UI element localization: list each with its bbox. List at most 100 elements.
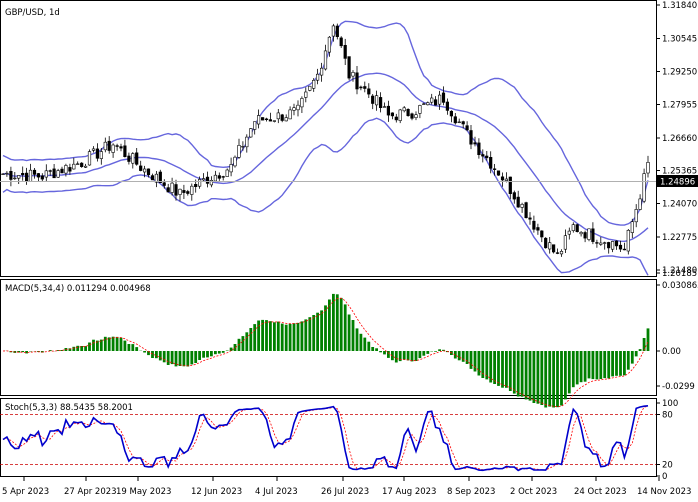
candle-body bbox=[635, 209, 638, 221]
candle-body bbox=[544, 238, 547, 248]
candle-body bbox=[521, 204, 524, 207]
candle-body bbox=[143, 169, 146, 172]
candle-body bbox=[647, 162, 650, 173]
stoch-tick-label: 20 bbox=[662, 461, 673, 471]
date-tick-label: 8 Sep 2023 bbox=[447, 487, 495, 497]
candle-body bbox=[619, 245, 622, 249]
candle-body bbox=[607, 242, 610, 248]
date-tick-label: 2 Oct 2023 bbox=[510, 487, 557, 497]
macd-bar bbox=[438, 349, 441, 351]
candle-body bbox=[493, 169, 496, 170]
candle-body bbox=[533, 221, 536, 229]
candle-body bbox=[572, 225, 575, 231]
macd-histogram bbox=[6, 294, 650, 408]
candle-body bbox=[383, 107, 386, 108]
macd-bar bbox=[611, 351, 614, 376]
macd-bar bbox=[521, 351, 524, 397]
candle-body bbox=[509, 177, 512, 194]
candle-body bbox=[37, 174, 40, 178]
macd-bar bbox=[281, 324, 284, 351]
macd-bar bbox=[308, 317, 311, 351]
stoch-tick-label: 100 bbox=[662, 399, 678, 409]
macd-bar bbox=[501, 351, 504, 388]
candle-body bbox=[41, 176, 44, 179]
macd-bar bbox=[352, 320, 355, 351]
candle-body bbox=[163, 183, 166, 186]
macd-bar bbox=[635, 351, 638, 356]
macd-bar bbox=[88, 343, 91, 352]
macd-bar bbox=[395, 351, 398, 363]
macd-bar bbox=[474, 351, 477, 372]
candle-body bbox=[399, 110, 402, 121]
date-tick-label: 19 May 2023 bbox=[116, 487, 171, 497]
candle-body bbox=[273, 121, 276, 122]
price-tick-label: 1.30545 bbox=[662, 35, 697, 45]
candle-body bbox=[84, 166, 87, 167]
candle-body bbox=[462, 122, 465, 124]
candle-body bbox=[485, 156, 488, 158]
macd-bar bbox=[497, 351, 500, 386]
candle-body bbox=[427, 103, 430, 105]
candle-body bbox=[88, 152, 91, 165]
candle-body bbox=[305, 92, 308, 97]
candle-body bbox=[116, 146, 119, 147]
candle-body bbox=[202, 179, 205, 180]
candle-body bbox=[580, 232, 583, 234]
macd-bar bbox=[588, 351, 591, 378]
macd-bar bbox=[151, 351, 154, 358]
candle-body bbox=[33, 170, 36, 174]
macd-bar bbox=[415, 351, 418, 361]
candle-body bbox=[281, 115, 284, 121]
macd-bar bbox=[509, 351, 512, 391]
macd-bar bbox=[183, 351, 186, 366]
macd-bar bbox=[124, 341, 127, 351]
macd-bar bbox=[533, 351, 536, 403]
candle-body bbox=[218, 176, 221, 179]
candle-body bbox=[151, 176, 154, 180]
candle-body bbox=[265, 119, 268, 120]
macd-tick-label: 0.00 bbox=[662, 347, 681, 357]
macd-bar bbox=[242, 336, 245, 351]
candle-body bbox=[45, 171, 48, 177]
candle-body bbox=[592, 229, 595, 242]
macd-bar bbox=[206, 351, 209, 357]
candle-body bbox=[6, 173, 9, 174]
candle-body bbox=[96, 149, 99, 158]
candle-body bbox=[179, 189, 182, 194]
candle-body bbox=[76, 164, 79, 165]
macd-bar bbox=[253, 324, 256, 351]
candle-body bbox=[124, 146, 127, 157]
candle-body bbox=[513, 193, 516, 200]
macd-bar bbox=[269, 321, 272, 351]
macd-bar bbox=[407, 351, 410, 360]
macd-bar bbox=[584, 351, 587, 382]
stoch-signal-line bbox=[3, 406, 648, 470]
candle-body bbox=[57, 171, 60, 178]
macd-bar bbox=[304, 319, 307, 351]
candle-body bbox=[419, 105, 422, 113]
macd-bar bbox=[568, 351, 571, 393]
candle-body bbox=[466, 126, 469, 130]
candle-body bbox=[65, 165, 68, 173]
candle-body bbox=[332, 26, 335, 36]
candle-body bbox=[29, 170, 32, 181]
candle-body bbox=[525, 203, 528, 218]
macd-bar bbox=[529, 351, 532, 401]
macd-bar bbox=[371, 347, 374, 351]
candle-body bbox=[505, 179, 508, 181]
candle-body bbox=[175, 185, 178, 196]
macd-bar bbox=[548, 351, 551, 407]
macd-bar bbox=[643, 338, 646, 351]
candle-body bbox=[356, 73, 359, 89]
macd-bar bbox=[273, 322, 276, 351]
macd-bar bbox=[462, 351, 465, 362]
macd-bar bbox=[179, 351, 182, 366]
candle-body bbox=[301, 98, 304, 107]
candle-body bbox=[277, 113, 280, 119]
price-tick-label: 1.24070 bbox=[662, 200, 697, 210]
candle-body bbox=[171, 183, 174, 192]
candle-body bbox=[395, 117, 398, 120]
macd-bar bbox=[560, 351, 563, 406]
